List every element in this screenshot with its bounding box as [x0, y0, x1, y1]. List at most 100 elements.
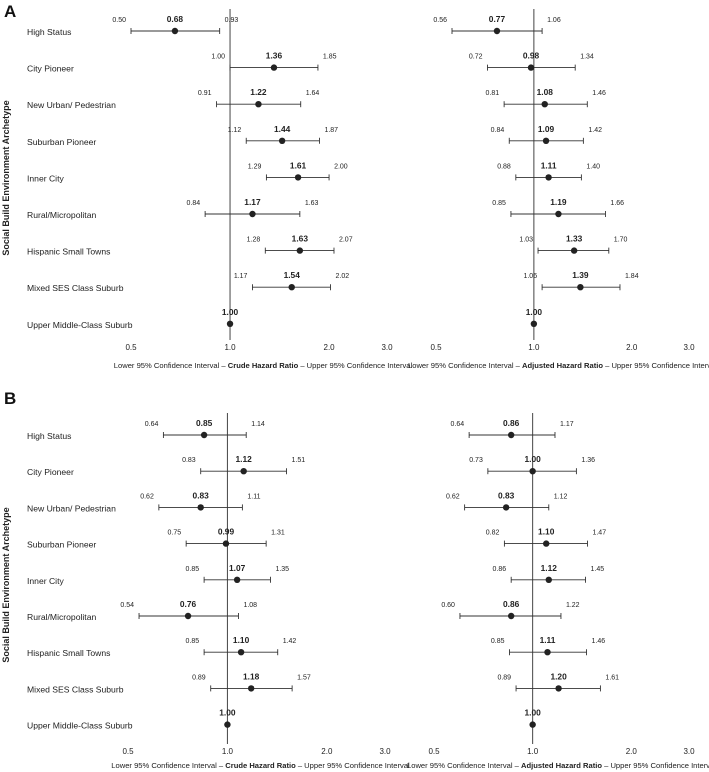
hazard-ratio-point [544, 649, 551, 656]
category-label: City Pioneer [27, 64, 74, 74]
ci-upper-label: 1.17 [560, 421, 574, 428]
ci-lower-label: 0.60 [441, 602, 455, 609]
hazard-ratio-label: 1.10 [538, 527, 555, 537]
hazard-ratio-label: 1.20 [550, 671, 567, 681]
category-labels-a: High Status City Pioneer New Urban/ Pedest… [27, 27, 133, 330]
hazard-ratio-point [542, 137, 550, 144]
hazard-ratio-point [222, 540, 230, 547]
ci-lower-label: 0.54 [120, 602, 134, 609]
hazard-ratio-label: 1.44 [274, 124, 291, 134]
hazard-ratio-point [555, 210, 562, 218]
hazard-ratio-point [493, 27, 501, 35]
hazard-ratio-label: 1.08 [537, 87, 554, 97]
hazard-ratio-point [507, 612, 515, 620]
hazard-ratio-point [530, 320, 538, 327]
ci-upper-label: 1.31 [271, 530, 285, 537]
ci-upper-label: 1.46 [592, 90, 606, 97]
hazard-ratio-point [197, 504, 204, 511]
hazard-ratio-point [294, 174, 302, 181]
ci-upper-label: 1.66 [610, 200, 624, 207]
hazard-ratio-point [171, 27, 179, 35]
x-axis-label-pre: Lower 95% Confidence Interval – [111, 761, 225, 770]
x-tick-label: 2.0 [626, 747, 638, 756]
ci-lower-label: 1.28 [247, 237, 261, 244]
hazard-ratio-point [249, 210, 256, 218]
hazard-ratio-point [577, 284, 584, 291]
hazard-ratio-label: 1.39 [572, 270, 589, 280]
x-axis-label-pre: Lower 95% Confidence Interval – [407, 761, 521, 770]
x-tick-label: 3.0 [381, 343, 393, 352]
hazard-ratio-point [184, 612, 192, 620]
hazard-ratio-point [296, 247, 304, 254]
hazard-ratio-label: 1.61 [290, 160, 307, 170]
hazard-ratio-point [529, 468, 536, 475]
x-axis-label: Lower 95% Confidence Interval – Adjusted… [407, 761, 709, 770]
ci-lower-label: 0.62 [140, 493, 154, 500]
category-label: Upper Middle-Class Suburb [27, 721, 133, 731]
hazard-ratio-point [529, 721, 536, 728]
ci-lower-label: 0.73 [469, 457, 483, 464]
forest-plot-a-crude: 0.5 1.0 2.0 3.0 Lower 95% Confidence Interva… [112, 9, 413, 370]
x-tick-label: 2.0 [321, 747, 333, 756]
hazard-ratio-label: 1.09 [538, 124, 555, 134]
hazard-ratio-label: 0.77 [489, 14, 506, 24]
category-label: Upper Middle-Class Suburb [27, 320, 133, 330]
hazard-ratio-label: 1.10 [233, 635, 250, 645]
ci-lower-label: 0.89 [497, 674, 511, 681]
category-label: City Pioneer [27, 467, 74, 477]
x-tick-label: 0.5 [125, 343, 137, 352]
category-label: Suburban Pioneer [27, 137, 96, 147]
hazard-ratio-point [502, 504, 510, 511]
ci-upper-label: 1.06 [547, 17, 561, 24]
ci-lower-label: 0.81 [485, 90, 499, 97]
category-label: New Urban/ Pedestrian [27, 100, 116, 110]
hazard-ratio-point [555, 685, 562, 692]
hazard-ratio-point [200, 431, 208, 439]
hazard-ratio-label: 0.83 [193, 490, 210, 500]
hazard-ratio-label: 1.17 [244, 197, 261, 207]
ci-upper-label: 2.00 [334, 163, 348, 170]
x-axis-label-pre: Lower 95% Confidence Interval – [408, 361, 522, 370]
ci-lower-label: 0.64 [145, 421, 159, 428]
ci-upper-label: 1.42 [283, 638, 297, 645]
x-axis-label-title: Adjusted Hazard Ratio [521, 761, 602, 770]
ci-lower-label: 0.50 [112, 17, 126, 24]
hazard-ratio-label: 0.86 [503, 418, 520, 428]
hazard-ratio-point [255, 101, 262, 108]
hazard-ratio-point [543, 540, 550, 547]
x-tick-label: 3.0 [683, 747, 695, 756]
forest-plot-b-crude: 0.5 1.0 2.0 3.0 Lower 95% Confidence Interva… [111, 413, 410, 770]
hazard-ratio-label: 1.12 [541, 563, 558, 573]
ci-lower-label: 0.62 [446, 493, 460, 500]
ci-upper-label: 1.14 [251, 421, 265, 428]
hazard-ratio-label: 1.00 [524, 708, 541, 718]
ci-upper-label: 1.85 [323, 54, 337, 61]
hazard-ratio-point [237, 649, 245, 656]
ci-lower-label: 0.56 [433, 17, 447, 24]
hazard-ratio-point [233, 576, 241, 583]
x-tick-label: 3.0 [683, 343, 695, 352]
category-label: Mixed SES Class Suburb [27, 684, 124, 694]
x-axis-label-post: – Upper 95% Confidence Interval [602, 761, 709, 770]
category-label: Suburban Pioneer [27, 540, 96, 550]
ci-lower-label: 0.84 [186, 200, 200, 207]
hazard-ratio-point [226, 320, 234, 327]
hazard-ratio-label: 0.85 [196, 418, 213, 428]
category-label: Rural/Micropolitan [27, 210, 96, 220]
x-axis-label-post: – Upper 95% Confidence Interval [603, 361, 709, 370]
x-tick-label: 1.0 [527, 747, 539, 756]
category-label: Rural/Micropolitan [27, 612, 96, 622]
hazard-ratio-label: 1.00 [219, 708, 236, 718]
ci-upper-label: 1.46 [592, 638, 606, 645]
ci-lower-label: 0.72 [469, 54, 483, 61]
ci-lower-label: 1.12 [228, 127, 242, 134]
hazard-ratio-label: 1.18 [243, 671, 260, 681]
forest-plot-b-adjusted: 0.5 1.0 2.0 3.0 Lower 95% Confidence Interva… [407, 413, 709, 770]
hazard-ratio-point [270, 64, 278, 71]
ci-lower-label: 0.89 [192, 674, 206, 681]
ci-lower-label: 0.75 [168, 530, 182, 537]
hazard-ratio-label: 1.22 [250, 87, 267, 97]
ci-upper-label: 1.12 [554, 493, 568, 500]
hazard-ratio-point [240, 468, 247, 475]
hazard-ratio-label: 1.00 [222, 307, 239, 317]
